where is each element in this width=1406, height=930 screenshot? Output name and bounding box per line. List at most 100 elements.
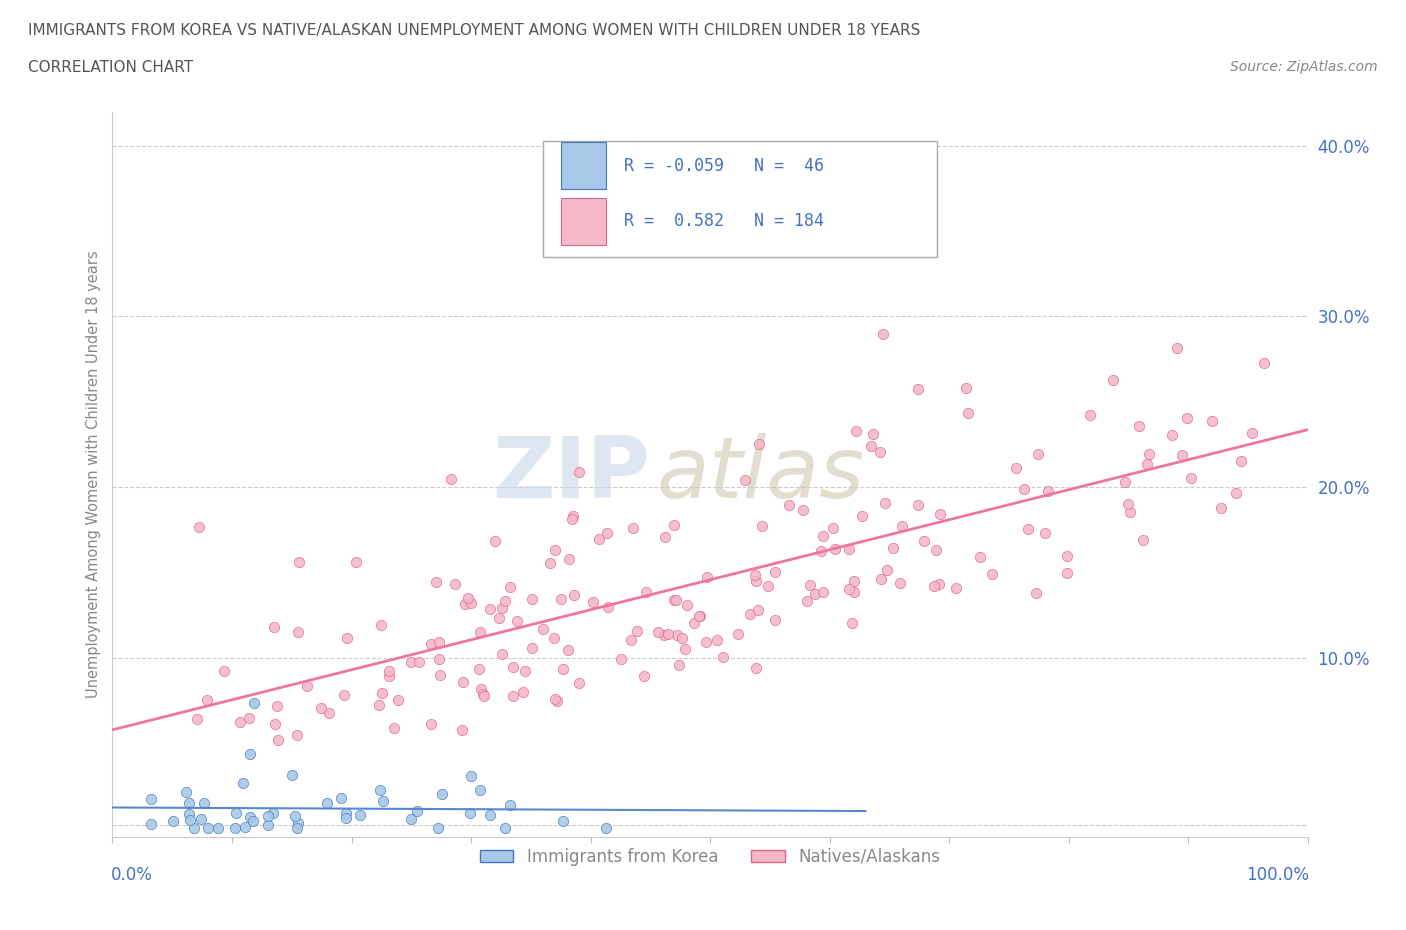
Point	[440, 472, 463, 486]
Point	[318, 705, 340, 720]
Point	[980, 566, 1002, 581]
Point	[454, 596, 477, 611]
Point	[727, 626, 749, 641]
Point	[842, 573, 865, 588]
Point	[610, 652, 633, 667]
FancyBboxPatch shape	[543, 140, 938, 257]
Point	[468, 624, 491, 639]
Point	[588, 531, 610, 546]
Point	[869, 445, 891, 459]
Point	[1056, 549, 1078, 564]
Point	[460, 595, 482, 610]
Point	[652, 628, 675, 643]
Point	[740, 606, 762, 621]
Bar	[561, 198, 606, 246]
Point	[190, 811, 212, 826]
Point	[562, 587, 585, 602]
Point	[335, 811, 357, 826]
Point	[796, 593, 818, 608]
Point	[665, 628, 688, 643]
Point	[550, 591, 572, 606]
Point	[1166, 340, 1188, 355]
Point	[368, 782, 391, 797]
Point	[370, 618, 392, 632]
Point	[257, 808, 280, 823]
Point	[344, 554, 367, 569]
Point	[792, 503, 814, 518]
Point	[460, 768, 482, 783]
Point	[889, 576, 911, 591]
Point	[207, 821, 229, 836]
Point	[266, 698, 288, 713]
Point	[451, 674, 474, 689]
Point	[634, 584, 657, 599]
Point	[382, 720, 405, 735]
Point	[662, 592, 685, 607]
Point	[378, 664, 401, 679]
Point	[551, 662, 574, 677]
Text: R =  0.582   N = 184: R = 0.582 N = 184	[624, 212, 824, 231]
Point	[451, 723, 474, 737]
Point	[557, 551, 579, 566]
Point	[458, 805, 481, 820]
Point	[267, 733, 290, 748]
Point	[478, 807, 501, 822]
Point	[179, 813, 201, 828]
Point	[139, 817, 162, 832]
Text: 100.0%: 100.0%	[1246, 866, 1309, 884]
Point	[195, 693, 218, 708]
Point	[568, 675, 591, 690]
Point	[387, 692, 409, 707]
Point	[955, 380, 977, 395]
Point	[429, 634, 451, 649]
Point	[596, 525, 619, 540]
Point	[329, 790, 352, 805]
Point	[1128, 418, 1150, 433]
Point	[1240, 426, 1263, 441]
Text: Source: ZipAtlas.com: Source: ZipAtlas.com	[1230, 60, 1378, 74]
Point	[471, 686, 494, 701]
Point	[619, 633, 641, 648]
Point	[544, 543, 567, 558]
Point	[491, 601, 513, 616]
Point	[1136, 457, 1159, 472]
Point	[1139, 447, 1161, 462]
Point	[676, 598, 699, 613]
Point	[233, 819, 256, 834]
Point	[673, 642, 696, 657]
Point	[664, 518, 686, 533]
Point	[763, 613, 786, 628]
Point	[502, 659, 524, 674]
Point	[239, 809, 262, 824]
Point	[399, 655, 422, 670]
Point	[1209, 500, 1232, 515]
Point	[851, 509, 873, 524]
Point	[179, 806, 201, 821]
Point	[689, 609, 711, 624]
Point	[1026, 446, 1049, 461]
Point	[420, 717, 443, 732]
Bar	[561, 142, 606, 190]
Point	[1102, 373, 1125, 388]
Point	[1012, 482, 1035, 497]
Point	[804, 586, 827, 601]
Point	[242, 813, 264, 828]
Point	[811, 528, 834, 543]
Point	[862, 427, 884, 442]
Point	[408, 655, 430, 670]
Point	[444, 577, 467, 591]
Point	[162, 814, 184, 829]
Point	[695, 634, 717, 649]
Point	[263, 716, 285, 731]
Point	[399, 812, 422, 827]
Point	[969, 550, 991, 565]
Point	[225, 805, 247, 820]
Point	[538, 556, 561, 571]
Point	[544, 691, 567, 706]
Point	[1230, 453, 1253, 468]
Point	[336, 631, 359, 645]
Text: 0.0%: 0.0%	[111, 866, 153, 884]
Point	[520, 591, 543, 606]
Point	[1201, 414, 1223, 429]
Point	[297, 679, 319, 694]
